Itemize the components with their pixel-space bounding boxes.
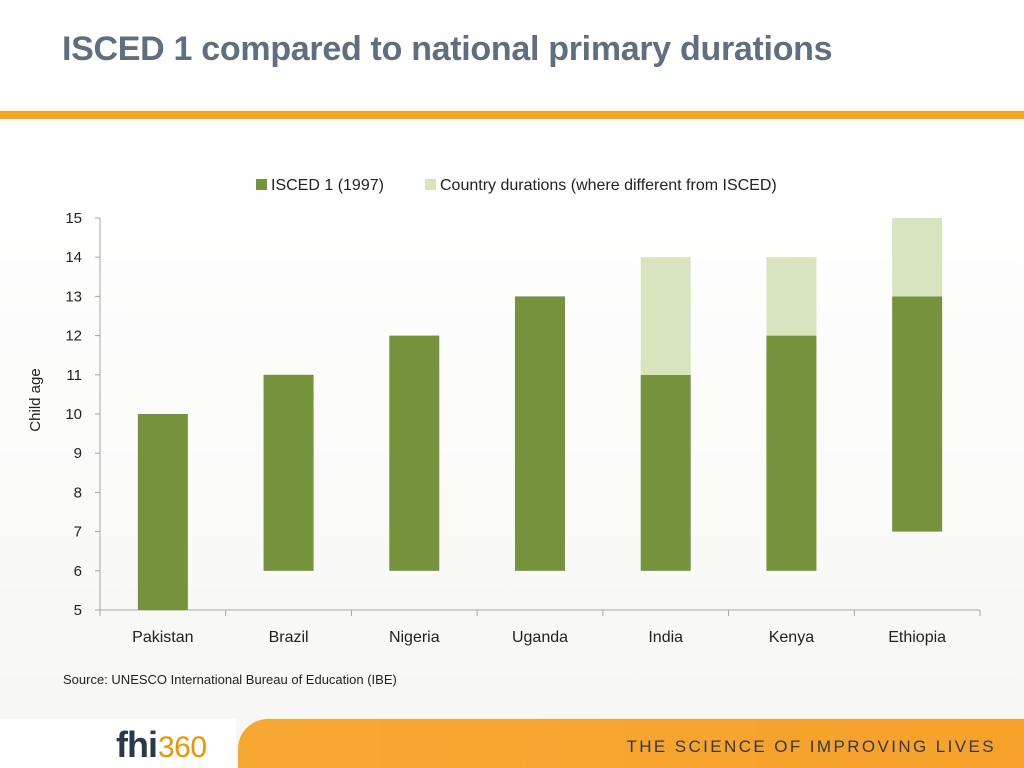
x-tick-label: Nigeria [389,629,440,646]
x-tick-label: Uganda [512,629,568,646]
y-tick-label: 12 [65,328,82,345]
bar-isced-ethiopia [892,296,943,532]
legend-swatch [256,179,267,190]
bars [137,218,943,610]
y-tick-label: 9 [74,445,82,462]
footer-logo-area [0,719,236,768]
tagline: THE SCIENCE OF IMPROVING LIVES [626,737,996,756]
source-note: Source: UNESCO International Bureau of E… [63,672,397,687]
x-tick-label: Brazil [269,629,309,646]
logo-text: fhi [116,724,158,765]
bar-isced-brazil [263,374,314,571]
bar-country-duration-ethiopia [892,218,943,297]
bar-isced-india [640,374,691,571]
logo-number: 360 [157,731,207,764]
y-tick-label: 7 [74,524,82,541]
y-tick-label: 11 [66,367,82,384]
axes: 5 6 7 8 9 10 11 12 13 14 15 Pakistan Brazil Nigeria Ug… [65,210,981,646]
legend: ISCED 1 (1997) Country durations (where d… [256,177,777,194]
fhi360-logo: fhi 360 [116,724,207,765]
page-title: ISCED 1 compared to national primary dur… [62,30,833,68]
bar-isced-nigeria [389,335,440,571]
x-tick-label: India [648,629,683,646]
legend-label: ISCED 1 (1997) [271,177,384,194]
legend-label: Country durations (where different from … [440,177,777,194]
bar-isced-uganda [515,296,565,571]
y-tick-label: 15 [65,210,82,227]
chart: ISCED 1 (1997) Country durations (where d… [27,177,981,646]
bar-isced-kenya [766,335,817,571]
bar-isced-pakistan [137,414,188,610]
y-axis-label: Child age [27,368,44,431]
title-divider [0,111,1024,119]
x-tick-label: Kenya [769,629,814,646]
y-tick-label: 5 [74,602,82,619]
bar-country-duration-kenya [766,257,817,336]
y-tick-label: 14 [65,249,82,266]
y-tick-label: 6 [74,563,82,580]
y-tick-label: 10 [65,406,82,423]
legend-swatch [425,179,436,190]
y-tick-label: 13 [65,288,82,305]
x-tick-label: Pakistan [132,629,193,646]
x-tick-label: Ethiopia [888,629,946,646]
footer-band: THE SCIENCE OF IMPROVING LIVES [238,719,1024,768]
bar-country-duration-india [640,257,691,375]
y-tick-label: 8 [74,484,82,501]
